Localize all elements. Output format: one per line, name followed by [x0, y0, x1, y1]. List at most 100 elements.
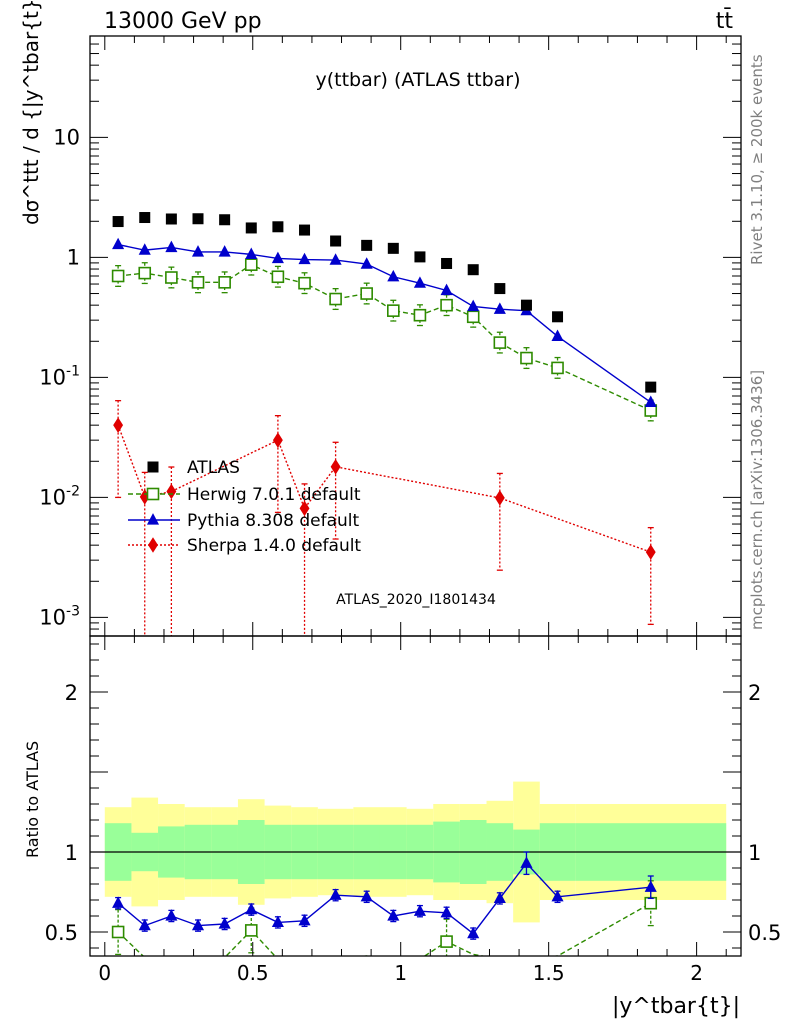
legend-marker-sherpa	[148, 537, 158, 553]
atlas-point	[467, 264, 479, 276]
ratio-y-tick-label: 0.5	[45, 921, 78, 945]
atlas-point	[112, 216, 124, 228]
pythia-point	[245, 247, 258, 259]
herwig-point	[413, 308, 427, 322]
pythia-point	[551, 329, 564, 341]
herwig-point	[271, 270, 285, 284]
sherpa-point	[330, 458, 341, 475]
ratio-pythia-line	[117, 862, 651, 935]
atlas-point	[552, 311, 564, 323]
y-tick-exp: -3	[66, 603, 80, 619]
ratio-pythia-point	[245, 902, 258, 915]
y-tick-base: 10	[39, 365, 66, 389]
ratio-pythia-point	[520, 856, 533, 868]
herwig-point	[111, 269, 125, 283]
atlas-point	[165, 213, 177, 225]
herwig-point	[551, 361, 564, 375]
atlas-point	[387, 242, 399, 254]
sherpa-point	[113, 417, 124, 433]
ratio-herwig-point	[244, 924, 258, 937]
sherpa-point	[166, 483, 177, 500]
legend: ATLAS Herwig 7.0.1 default Pythia 8.308 de…	[128, 458, 361, 556]
analysis-label: ATLAS_2020_I1801434	[336, 592, 496, 608]
atlas-point	[245, 222, 257, 234]
rivet-version-label: Rivet 3.1.10, ≥ 200k events	[748, 54, 766, 265]
pythia-point	[271, 251, 284, 264]
ratio-y-tick-label-right: 0.5	[748, 921, 781, 945]
header-process: 13000 GeV pp	[104, 9, 262, 34]
ratio-herwig-point	[440, 935, 453, 948]
ratio-pythia-point	[360, 889, 373, 902]
atlas-point	[361, 239, 373, 251]
y-tick-base: 10	[39, 605, 66, 629]
pythia-point	[165, 240, 178, 253]
herwig-point	[218, 276, 231, 289]
pythia-line	[117, 243, 652, 403]
y-tick-exp: -2	[66, 483, 80, 499]
legend-label: ATLAS	[187, 458, 240, 478]
herwig-point	[165, 271, 178, 284]
y-tick-exp: -1	[66, 363, 80, 379]
herwig-point	[298, 276, 311, 290]
ratio-herwig-point	[111, 925, 125, 939]
header-final-state: tt̄	[716, 8, 734, 34]
ratio-pythia-point	[112, 896, 125, 908]
pythia-point	[387, 269, 400, 282]
ratio-pythia-point	[218, 917, 231, 929]
herwig-point	[520, 351, 533, 365]
sherpa-point	[272, 432, 283, 448]
atlas-point	[645, 381, 657, 393]
y-tick-base: 10	[39, 485, 66, 509]
y-tick-label: 1	[67, 245, 80, 269]
pythia-point	[138, 243, 151, 255]
herwig-point	[466, 310, 480, 324]
x-tick-label: 2	[690, 961, 703, 985]
legend-label: Sherpa 1.4.0 default	[187, 536, 361, 556]
legend-marker-atlas	[147, 461, 159, 473]
atlas-point	[441, 257, 453, 269]
herwig-point	[493, 336, 507, 349]
ratio-y-tick-label-right: 2	[748, 681, 761, 705]
herwig-point	[191, 276, 205, 289]
ratio-pythia-point	[440, 905, 453, 918]
atlas-point	[219, 214, 231, 226]
y-tick-label: 10	[53, 125, 80, 149]
series-herwig	[111, 253, 658, 422]
herwig-point	[387, 304, 400, 317]
atlas-point	[520, 299, 532, 311]
x-tick-label: 1	[394, 961, 407, 985]
ratio-data	[111, 851, 658, 956]
ratio-panel: 0 0.5 1 1.5 2 |y^tbar{t}| 0.5 0.5 1 1 2 2 Ratio to A…	[23, 635, 781, 1019]
ratio-y-tick-label-right: 1	[748, 841, 761, 865]
atlas-point	[139, 212, 151, 224]
plot-title: y(ttbar) (ATLAS ttbar)	[315, 69, 520, 91]
legend-marker-herwig	[146, 487, 160, 501]
pythia-point	[493, 302, 506, 314]
ratio-pythia-point	[329, 888, 342, 900]
atlas-point	[330, 235, 342, 247]
ratio-series-pythia	[112, 851, 657, 940]
y-tick-label: 10-1	[39, 363, 80, 389]
ratio-frame	[89, 635, 742, 957]
series-pythia	[112, 237, 657, 407]
ratio-pythia-point	[387, 909, 400, 921]
atlas-point	[414, 251, 426, 263]
atlas-point	[272, 221, 284, 233]
herwig-point	[244, 258, 258, 271]
x-tick-label: 1.5	[533, 961, 565, 985]
ratio-pythia-point	[467, 926, 480, 939]
herwig-point	[329, 292, 342, 306]
pythia-point	[440, 283, 453, 296]
ratio-pythia-point	[298, 913, 311, 926]
x-tick-label: 0	[98, 961, 111, 985]
ratio-y-tick-label: 1	[65, 841, 78, 865]
ratio-pythia-point	[138, 918, 151, 931]
ratio-herwig-line	[117, 902, 652, 956]
legend-marker-pythia	[146, 513, 160, 525]
series-atlas	[112, 212, 657, 393]
pythia-point	[112, 237, 125, 250]
atlas-point	[299, 224, 311, 236]
ratio-y-tick-label: 2	[65, 681, 78, 705]
